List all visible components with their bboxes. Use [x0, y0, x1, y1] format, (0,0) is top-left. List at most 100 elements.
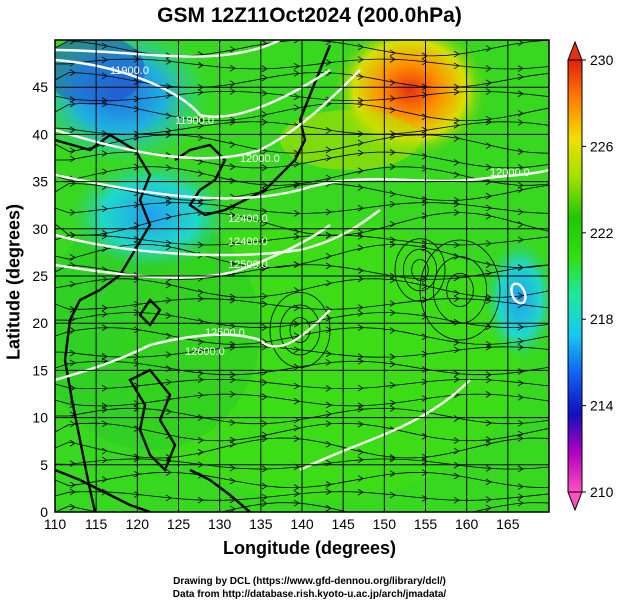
streamline-arrow [101, 275, 108, 283]
streamline-arrow [517, 368, 524, 375]
streamline-arrow [69, 100, 76, 108]
streamline-arrow [325, 401, 332, 409]
streamline-arrow [517, 264, 524, 271]
credit-data-source: Data from http://database.rish.kyoto-u.a… [172, 589, 447, 600]
streamline-arrow [69, 439, 76, 447]
y-tick-label: 15 [32, 362, 48, 378]
streamline-arrow [133, 222, 140, 229]
streamline-arrow [261, 181, 268, 189]
streamline-arrow [261, 219, 268, 227]
streamline-arrow [421, 313, 428, 320]
streamline-arrow [101, 420, 108, 428]
streamline-arrow [485, 371, 492, 378]
streamline-arrow [165, 296, 172, 304]
streamline-arrow [485, 343, 492, 351]
streamline-arrow [165, 281, 172, 289]
streamline-arrow [69, 359, 76, 367]
streamline-arrow [421, 282, 428, 290]
streamline-arrow [229, 296, 236, 304]
streamline-arrow [165, 243, 172, 251]
streamline-arrow [325, 146, 332, 154]
streamline-vortex [269, 292, 331, 368]
streamline-arrow [293, 160, 300, 168]
streamline-arrow [453, 171, 460, 179]
streamline-arrow [229, 46, 236, 53]
contour-label: 12400.0 [228, 213, 268, 225]
streamline-arrow [389, 300, 396, 307]
streamline-arrow [325, 385, 332, 392]
y-tick-label: 35 [32, 174, 48, 190]
streamline-arrow [133, 105, 140, 113]
streamline-arrow [485, 439, 492, 447]
streamline-arrow [197, 61, 204, 69]
streamline-arrow [325, 174, 332, 182]
streamline-arrow [165, 378, 172, 386]
streamline-arrow [101, 384, 108, 392]
streamline-arrow [133, 300, 140, 308]
streamline-arrow [421, 58, 428, 66]
streamline-arrow [101, 310, 108, 318]
streamline-arrow [517, 236, 524, 244]
streamline-arrow [101, 324, 108, 331]
x-axis-label: Longitude (degrees) [222, 538, 396, 558]
streamline-arrow [101, 100, 108, 108]
streamline-arrow [229, 240, 236, 248]
streamline-arrow [229, 80, 236, 88]
streamline-arrow [133, 326, 140, 334]
contour-label: 12400.0 [228, 236, 268, 248]
y-tick-label: 45 [32, 79, 48, 95]
streamline-arrow [261, 264, 268, 272]
streamline-arrow [389, 455, 396, 463]
streamline-arrow [485, 163, 492, 171]
streamline-arrow [517, 221, 524, 228]
streamline-arrow [325, 350, 332, 358]
streamline-arrow [101, 205, 108, 213]
streamline-arrow [261, 292, 268, 300]
streamline-arrow [101, 168, 108, 176]
streamline-arrow [69, 327, 76, 334]
colorbar-tick-label: 210 [590, 484, 614, 500]
streamline-arrow [389, 236, 396, 244]
streamline-arrow [453, 209, 460, 216]
streamline-arrow [421, 433, 428, 440]
streamline-arrow [293, 397, 300, 405]
streamline-arrow [229, 322, 236, 330]
y-tick-label: 25 [32, 268, 48, 284]
streamline-arrow [229, 116, 236, 124]
streamline-arrow [325, 154, 332, 162]
contour-label: 12600.0 [185, 346, 225, 358]
streamline-arrow [261, 237, 268, 244]
x-tick-label: 145 [331, 516, 355, 532]
streamline-arrow [389, 276, 396, 284]
streamline-arrow [261, 40, 268, 47]
streamline-arrow [517, 393, 524, 401]
streamline-arrow [197, 170, 204, 177]
streamline-arrow [517, 419, 524, 427]
streamline-arrow [197, 391, 204, 399]
streamline-arrow [485, 504, 492, 512]
streamline-arrow [229, 341, 236, 348]
streamline-arrow [357, 448, 364, 456]
streamline-arrow [261, 65, 268, 73]
x-tick-label: 110 [44, 516, 67, 532]
streamline-arrow [261, 208, 268, 215]
x-tick-labels: 110 115 120 125 130 135 140 145 150 155 160 165 [44, 516, 520, 532]
y-axis-label: Latitude (degrees) [3, 203, 24, 361]
streamline-arrow [165, 199, 172, 206]
streamline-arrow [357, 405, 364, 413]
streamline-arrow [357, 304, 364, 311]
streamline-arrow [421, 165, 428, 172]
streamline-vortex [394, 238, 446, 302]
streamline-arrow [293, 499, 300, 507]
colorbar-tick-label: 226 [590, 138, 614, 154]
streamline-arrow [453, 376, 460, 383]
streamline-arrow [293, 93, 300, 101]
streamline-arrow [325, 359, 332, 366]
streamline-arrow [197, 369, 204, 377]
streamline-arrow [357, 130, 364, 138]
streamline-arrow [165, 469, 172, 476]
streamline-arrow [101, 245, 108, 253]
streamline-arrow [133, 353, 140, 361]
streamline-arrow [453, 62, 460, 70]
streamline-arrow [453, 135, 460, 142]
